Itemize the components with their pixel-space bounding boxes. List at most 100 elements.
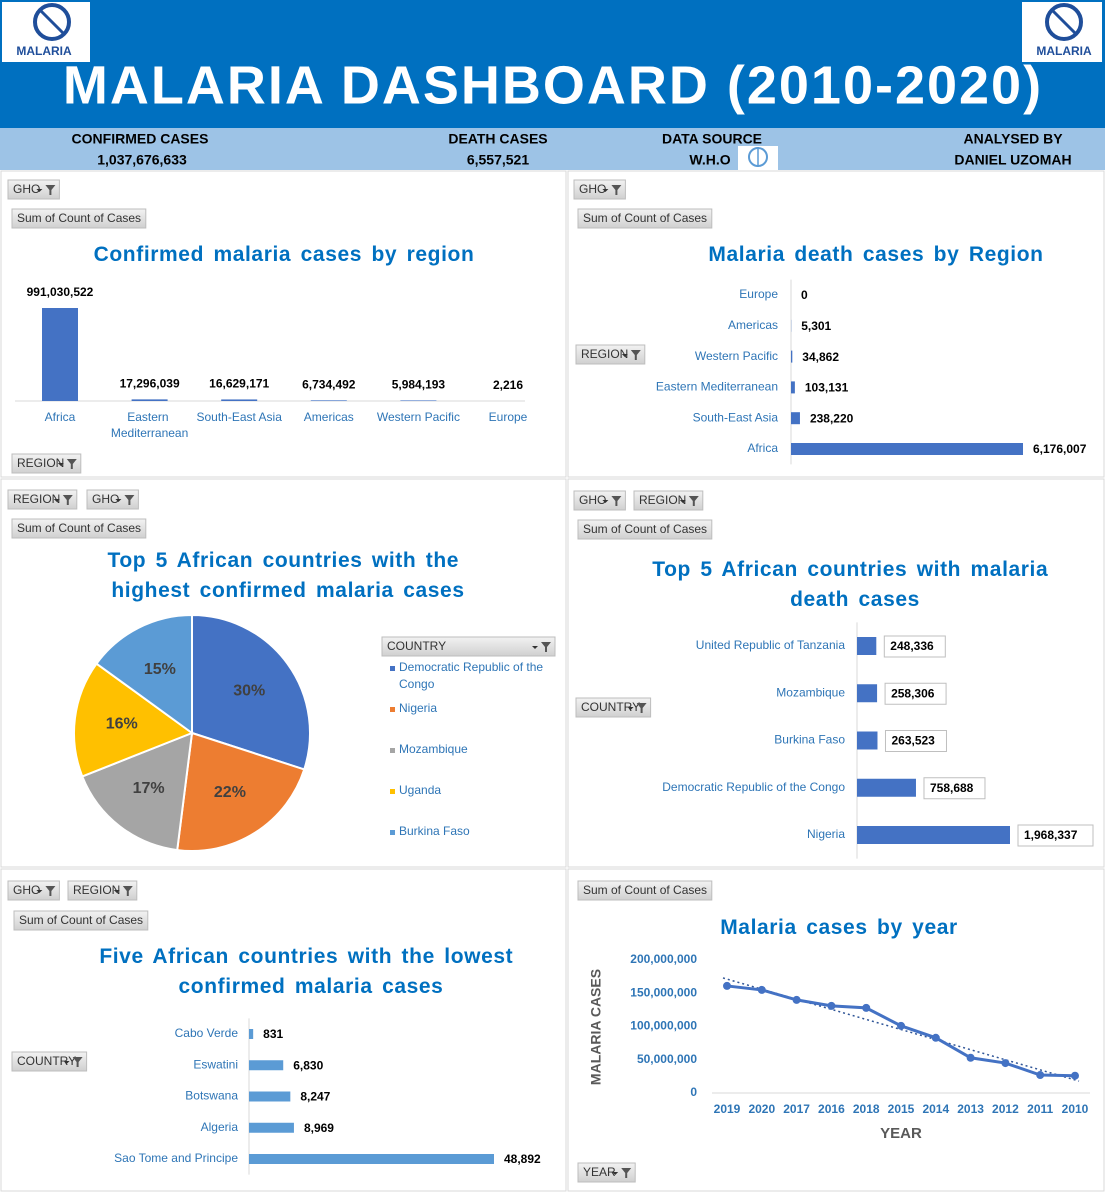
field-button [577, 519, 713, 540]
field-button-label: Sum of Count of Cases [583, 211, 707, 225]
y-axis-title: MALARIA CASES [588, 969, 604, 1085]
data-point [723, 981, 731, 990]
field-button-label: YEAR [583, 1165, 616, 1179]
data-label: 1,968,337 [1024, 828, 1078, 842]
legend-swatch [390, 707, 395, 712]
pie-slice [191, 613, 311, 771]
x-tick-label: 2018 [853, 1102, 880, 1116]
x-tick-label: 2012 [992, 1102, 1019, 1116]
field-button-label: Sum of Count of Cases [583, 522, 707, 536]
x-tick-label: 2013 [957, 1102, 984, 1116]
y-tick-label: United Republic of Tanzania [696, 638, 846, 652]
data-label-box [923, 777, 986, 800]
y-tick-label: Botswana [185, 1089, 238, 1103]
dropdown-arrow [57, 463, 64, 466]
x-tick-label: Eastern Mediterranean [111, 410, 188, 440]
data-label-box [884, 682, 947, 705]
data-label-box [1017, 824, 1094, 847]
logo-left: MALARIA [2, 2, 90, 62]
field-button [11, 208, 147, 229]
data-point [1001, 1059, 1010, 1068]
data-label: 831 [263, 1027, 283, 1041]
filter-icon [611, 496, 622, 506]
bar [791, 381, 795, 394]
pie-slice [80, 731, 194, 852]
pie-slice [73, 662, 195, 778]
data-label: 30% [233, 683, 265, 700]
y-tick-label: Burkina Faso [774, 733, 845, 747]
bar [791, 443, 1023, 455]
data-label: 8,247 [300, 1090, 330, 1104]
stat-label: CONFIRMED CASES [72, 131, 209, 147]
field-button-label: REGION [639, 493, 686, 507]
header-band [0, 0, 1105, 128]
data-label: 5,301 [801, 319, 831, 333]
field-button-label: Sum of Count of Cases [583, 883, 707, 897]
y-tick-label: Africa [747, 441, 778, 455]
legend-label: Democratic Republic of the Congo [399, 660, 546, 691]
y-tick-label: Eswatini [193, 1057, 238, 1071]
chart-title: Confirmed malaria cases by region [94, 243, 475, 266]
bar [791, 350, 793, 363]
field-button-label: REGION [13, 492, 60, 506]
bar [857, 731, 878, 750]
logo-right: MALARIA [1022, 2, 1102, 62]
x-tick-label: 2015 [888, 1102, 915, 1116]
bar [400, 400, 437, 401]
x-tick-label: Western Pacific [377, 410, 460, 424]
field-button [7, 880, 60, 901]
data-label: 5,984,193 [392, 378, 446, 392]
dropdown-arrow [602, 189, 609, 192]
dropdown-arrow [612, 1172, 619, 1175]
legend-swatch [390, 830, 395, 835]
field-button-label: COUNTRY [17, 1054, 76, 1068]
field-button [633, 490, 704, 511]
filter-icon [541, 642, 551, 652]
x-tick-label: Europe [489, 410, 528, 424]
data-label: 6,176,007 [1033, 442, 1087, 456]
y-tick-label: Democratic Republic of the Congo [662, 780, 845, 794]
legend-swatch [390, 789, 395, 794]
legend-swatch [390, 666, 395, 671]
y-tick-label: 50,000,000 [637, 1052, 697, 1066]
filter-icon [122, 886, 133, 896]
dashboard-title: MALARIA DASHBOARD (2010-2020) [63, 55, 1043, 115]
field-button-label: REGION [73, 883, 120, 897]
field-button [7, 489, 78, 510]
dropdown-arrow [63, 1061, 70, 1064]
field-button [573, 490, 626, 511]
field-button [7, 179, 60, 200]
field-button [11, 518, 147, 539]
data-label: 238,220 [810, 411, 854, 425]
field-button [11, 453, 82, 474]
chart-title: Top 5 African countries with the highest… [108, 549, 469, 602]
data-label: 15% [144, 661, 176, 678]
dropdown-arrow [36, 189, 43, 192]
data-label: 34,862 [802, 350, 839, 364]
data-label: 263,523 [891, 734, 935, 748]
chart-title: Five African countries with the lowest c… [99, 945, 522, 998]
bar [249, 1154, 494, 1164]
field-button [11, 1051, 88, 1072]
bar [249, 1060, 284, 1071]
pie-slice [95, 613, 193, 735]
legend-swatch [390, 748, 395, 753]
x-tick-label: 2020 [748, 1102, 775, 1116]
x-tick-label: 2011 [1027, 1102, 1053, 1116]
filter-icon [688, 496, 699, 506]
data-label: 22% [214, 784, 246, 801]
y-tick-label: Americas [728, 318, 778, 332]
data-point [931, 1033, 940, 1042]
legend-label: Burkina Faso [399, 824, 470, 838]
filter-icon [45, 185, 56, 195]
data-label: 248,336 [890, 639, 934, 653]
bar [42, 308, 78, 401]
who-emblem [738, 146, 778, 170]
y-tick-label: Mozambique [776, 685, 845, 699]
dropdown-arrow [113, 890, 120, 893]
data-line [726, 984, 1076, 1078]
field-button-label: Sum of Count of Cases [17, 211, 141, 225]
pie-slice [176, 731, 306, 852]
data-point [862, 1003, 871, 1012]
field-button-label: Sum of Count of Cases [19, 913, 143, 927]
